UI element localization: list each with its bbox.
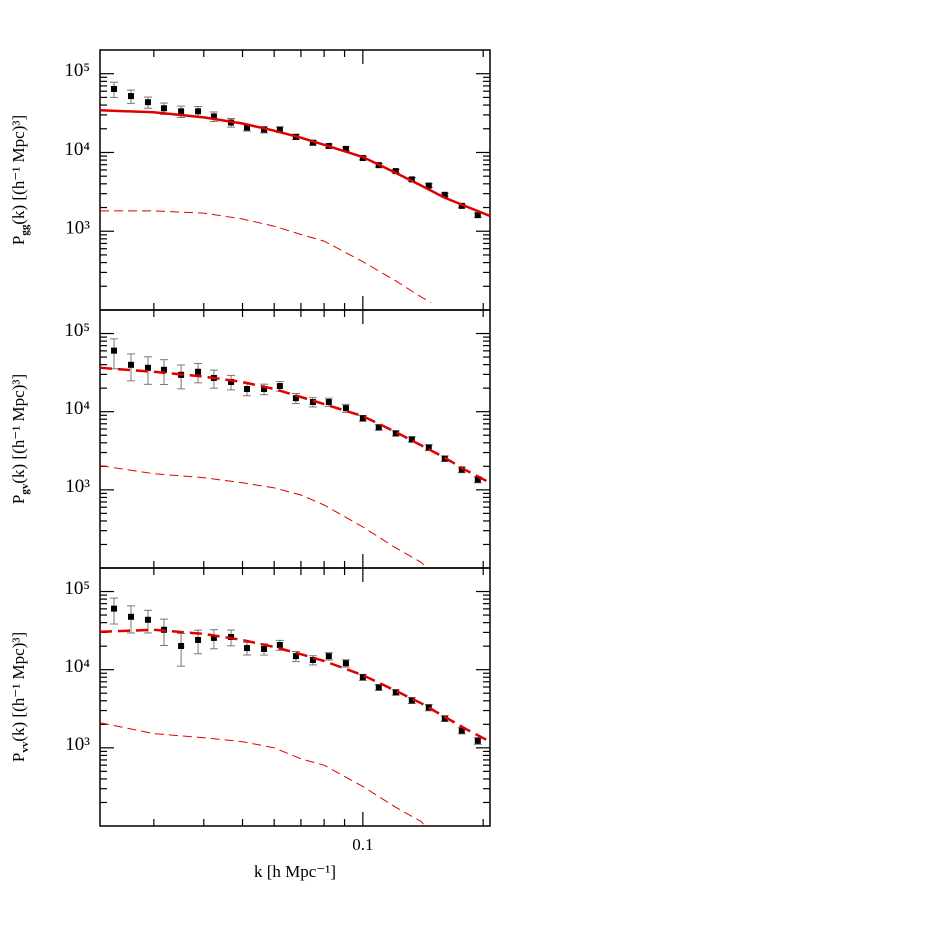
y-tick-label: 10³ <box>65 734 90 755</box>
data-point <box>342 405 349 412</box>
data-point <box>210 634 217 641</box>
y-tick-label: 10⁵ <box>64 60 90 81</box>
y-label-main: P <box>9 753 28 762</box>
data-point <box>144 616 151 623</box>
y-label-sub: gv <box>19 483 31 495</box>
data-point <box>243 645 250 652</box>
data-point <box>474 737 481 744</box>
data-point <box>292 653 299 660</box>
y-label-sub: gg <box>19 224 31 236</box>
x-axis-label: k [h Mpc⁻¹] <box>254 862 336 881</box>
data-point <box>441 191 448 198</box>
data-point <box>292 395 299 402</box>
data-point <box>359 415 366 422</box>
model-line <box>100 722 426 826</box>
data-point <box>408 697 415 704</box>
model-line <box>100 210 432 303</box>
y-tick-label: 10⁵ <box>64 578 90 599</box>
plot-area <box>100 338 490 567</box>
y-tick-label: 10³ <box>65 476 90 497</box>
y-tick-label: 10⁴ <box>64 656 90 677</box>
data-point <box>392 689 399 696</box>
data-point <box>392 168 399 175</box>
plot-area <box>100 81 490 303</box>
y-tick-label: 10³ <box>65 218 90 239</box>
data-point <box>408 176 415 183</box>
data-point <box>243 386 250 393</box>
data-point <box>425 444 432 451</box>
data-point <box>178 642 185 649</box>
y-axis-label: Pgv(k) [(h⁻¹ Mpc)³] <box>9 374 31 504</box>
data-point <box>342 145 349 152</box>
data-point <box>309 399 316 406</box>
data-point <box>210 113 217 120</box>
y-tick-label: 10⁴ <box>64 139 90 160</box>
data-point <box>276 126 283 133</box>
data-point <box>342 660 349 667</box>
data-point <box>276 383 283 390</box>
data-point <box>195 108 202 115</box>
data-point <box>325 653 332 660</box>
data-point <box>160 366 167 373</box>
y-tick-label: 10⁴ <box>64 398 90 419</box>
data-point <box>408 436 415 443</box>
y-label-main: P <box>9 495 28 504</box>
data-point <box>375 684 382 691</box>
data-point <box>425 182 432 189</box>
y-axis-label: Pgg(k) [(h⁻¹ Mpc)³] <box>9 115 31 245</box>
y-label-rest: (k) [(h⁻¹ Mpc)³] <box>9 115 28 225</box>
data-point <box>228 378 235 385</box>
y-label-rest: (k) [(h⁻¹ Mpc)³] <box>9 374 28 484</box>
data-point <box>359 674 366 681</box>
plot-frame <box>99 309 491 569</box>
y-axis-label: Pvv(k) [(h⁻¹ Mpc)³] <box>9 632 31 762</box>
data-point <box>441 715 448 722</box>
data-point <box>474 212 481 219</box>
data-point <box>261 386 268 393</box>
model-line <box>100 465 426 567</box>
y-label-sub: vv <box>19 741 31 753</box>
model-line <box>100 109 490 218</box>
x-tick-label: 0.1 <box>352 835 373 854</box>
data-point <box>276 641 283 648</box>
data-point <box>243 124 250 131</box>
data-point <box>458 466 465 473</box>
y-tick-label: 10⁵ <box>64 320 90 341</box>
data-point <box>309 657 316 664</box>
model-line <box>100 366 490 484</box>
data-point <box>144 99 151 106</box>
model-line <box>100 628 490 743</box>
data-point <box>144 364 151 371</box>
data-point <box>111 85 118 92</box>
data-point <box>195 368 202 375</box>
plot-area <box>100 597 490 826</box>
data-point <box>127 361 134 368</box>
data-point <box>127 613 134 620</box>
data-point <box>111 347 118 354</box>
data-point <box>309 139 316 146</box>
data-point <box>127 93 134 100</box>
plot-frame <box>99 49 491 311</box>
data-point <box>325 399 332 406</box>
data-point <box>392 430 399 437</box>
y-label-rest: (k) [(h⁻¹ Mpc)³] <box>9 632 28 742</box>
data-point <box>261 645 268 652</box>
y-label-main: P <box>9 236 28 245</box>
data-point <box>474 476 481 483</box>
data-point <box>458 727 465 734</box>
data-point <box>178 108 185 115</box>
data-point <box>160 105 167 112</box>
data-point <box>375 424 382 431</box>
data-point <box>111 605 118 612</box>
plot-frame <box>99 567 491 827</box>
data-point <box>195 636 202 643</box>
